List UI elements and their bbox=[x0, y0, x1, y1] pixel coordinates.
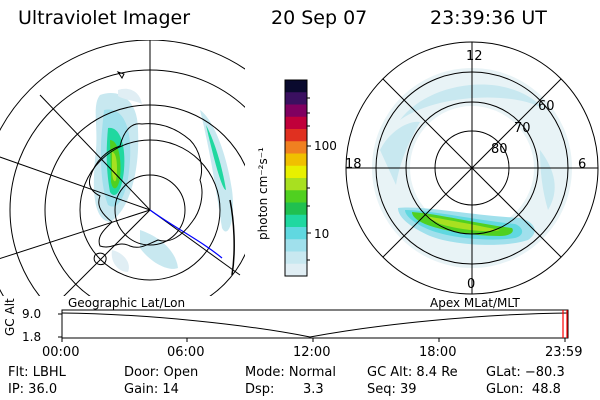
mlt-label-6: 6 bbox=[578, 157, 587, 172]
status-glon: GLon: 48.8 bbox=[486, 382, 561, 397]
mlat-label-80: 80 bbox=[491, 142, 508, 157]
mlt-label-0: 0 bbox=[467, 277, 476, 292]
aurora-emission-left bbox=[93, 88, 234, 272]
timeline-xtick-0600: 06:00 bbox=[167, 345, 205, 360]
colorbar-unit-label: photon cm⁻²s⁻¹ bbox=[256, 147, 270, 240]
status-filter: Flt: LBHL bbox=[8, 365, 66, 380]
mlt-label-12: 12 bbox=[466, 49, 483, 64]
colorbar-swatch bbox=[285, 116, 307, 130]
status-door: Door: Open bbox=[124, 365, 199, 380]
colorbar-swatch bbox=[285, 239, 307, 253]
status-gc-alt: GC Alt: 8.4 Re bbox=[367, 365, 458, 380]
timeline-xtick-1200: 12:00 bbox=[293, 345, 331, 360]
status-ip: IP: 36.0 bbox=[8, 382, 58, 397]
colorbar-swatch bbox=[285, 92, 307, 106]
timeline-ytick-top: 9.0 bbox=[22, 307, 42, 321]
right-map-caption: Apex MLat/MLT bbox=[430, 296, 520, 310]
colorbar-swatch bbox=[285, 129, 307, 142]
colorbar-swatch bbox=[285, 202, 307, 216]
colorbar-swatch bbox=[285, 178, 307, 191]
status-glat: GLat: −80.3 bbox=[486, 365, 565, 380]
colorbar-tick-100: 100 bbox=[314, 139, 337, 153]
colorbar-swatch bbox=[285, 80, 307, 93]
colorbar-tick-10: 10 bbox=[314, 227, 330, 241]
geographic-map bbox=[0, 40, 245, 296]
date-label: 20 Sep 07 bbox=[271, 7, 368, 29]
colorbar bbox=[284, 79, 311, 277]
colorbar-swatch bbox=[285, 251, 307, 265]
mlat-label-70: 70 bbox=[514, 121, 531, 136]
colorbar-swatch bbox=[285, 153, 307, 167]
colorbar-swatch bbox=[285, 190, 307, 204]
colorbar-swatch bbox=[285, 214, 307, 228]
colorbar-swatch bbox=[285, 165, 307, 179]
status-dsp-label: Dsp: bbox=[245, 382, 275, 397]
status-dsp-value: 3.3 bbox=[303, 382, 324, 397]
timeline-xtick-1800: 18:00 bbox=[419, 345, 457, 360]
colorbar-swatch bbox=[285, 104, 307, 118]
mlat-label-60: 60 bbox=[538, 99, 555, 114]
colorbar-swatch bbox=[285, 263, 307, 277]
time-label: 23:39:36 UT bbox=[430, 7, 547, 29]
timeline-xtick-2359: 23:59 bbox=[545, 345, 583, 360]
status-seq: Seq: 39 bbox=[367, 382, 417, 397]
timeline-xtick-0000: 00:00 bbox=[42, 345, 80, 360]
magnetic-map bbox=[345, 41, 599, 295]
timeline-ytick-bottom: 1.8 bbox=[22, 330, 42, 344]
left-map-caption: Geographic Lat/Lon bbox=[68, 296, 186, 310]
timeline-ylabel: GC Alt bbox=[3, 298, 17, 336]
colorbar-swatch bbox=[285, 141, 307, 155]
status-mode: Mode: Normal bbox=[245, 365, 336, 380]
status-gain: Gain: 14 bbox=[124, 382, 179, 397]
colorbar-swatch bbox=[285, 227, 307, 240]
orbit-altitude-timeline bbox=[58, 309, 569, 342]
mlt-label-18: 18 bbox=[345, 157, 362, 172]
instrument-title: Ultraviolet Imager bbox=[18, 7, 191, 29]
